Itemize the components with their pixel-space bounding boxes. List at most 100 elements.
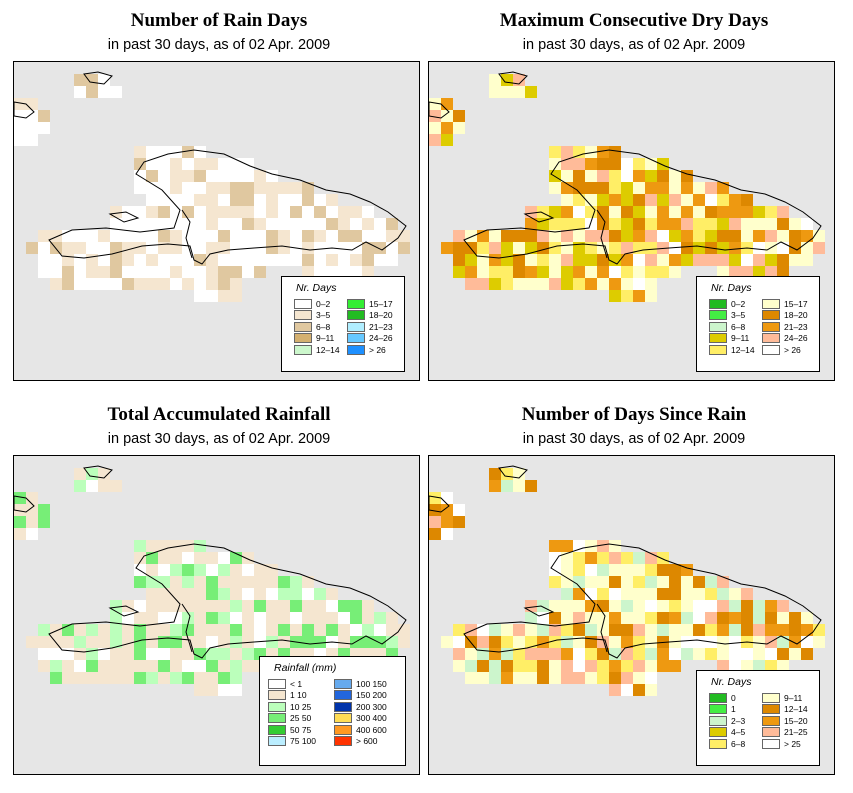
grid-cell [669, 194, 681, 206]
grid-cell [453, 230, 465, 242]
grid-cell [218, 170, 230, 182]
grid-cell [218, 266, 230, 278]
grid-cell [489, 624, 501, 636]
grid-cell [302, 206, 314, 218]
legend-label: 100 150 [356, 678, 387, 689]
grid-cell [765, 648, 777, 660]
grid-cell [705, 230, 717, 242]
grid-cell [254, 206, 266, 218]
legend-label: 25 50 [290, 713, 312, 724]
grid-cell [669, 648, 681, 660]
grid-cell [693, 636, 705, 648]
legend-label: 1 [731, 704, 736, 715]
grid-cell [326, 266, 338, 278]
country-border [181, 209, 193, 259]
grid-cell [705, 254, 717, 266]
legend-item: 15–20 [762, 715, 808, 727]
grid-cell [302, 218, 314, 230]
grid-cell [194, 266, 206, 278]
legend-swatch [268, 724, 286, 735]
grid-cell [194, 612, 206, 624]
grid-cell [218, 636, 230, 648]
grid-cell [597, 266, 609, 278]
grid-cell [242, 564, 254, 576]
legend-item: > 25 [762, 738, 808, 750]
grid-cell [182, 146, 194, 158]
grid-cell [741, 588, 753, 600]
grid-cell [134, 624, 146, 636]
grid-cell [266, 254, 278, 266]
grid-cell [314, 254, 326, 266]
grid-cell [597, 660, 609, 672]
grid-cell [501, 266, 513, 278]
grid-cell [693, 182, 705, 194]
grid-cell [633, 612, 645, 624]
grid-cell [561, 158, 573, 170]
grid-cell [158, 672, 170, 684]
grid-cell [681, 564, 693, 576]
grid-cell [134, 600, 146, 612]
legend-item: 25 50 [268, 713, 316, 725]
grid-cell [206, 278, 218, 290]
grid-cell [657, 158, 669, 170]
grid-cell [218, 648, 230, 660]
grid-cell [525, 278, 537, 290]
grid-cell [765, 624, 777, 636]
grid-cell [266, 170, 278, 182]
grid-cell [302, 576, 314, 588]
grid-cell [525, 86, 537, 98]
grid-cell [573, 612, 585, 624]
grid-cell [453, 254, 465, 266]
grid-cell [573, 266, 585, 278]
grid-cell [242, 158, 254, 170]
grid-cell [657, 230, 669, 242]
grid-cell [429, 98, 441, 110]
grid-cell [38, 254, 50, 266]
grid-cell [134, 206, 146, 218]
legend-label: 21–23 [784, 321, 808, 332]
grid-cell [609, 624, 621, 636]
grid-cell [597, 182, 609, 194]
grid-cell [14, 492, 26, 504]
grid-cell [86, 278, 98, 290]
panel-subtitle: in past 30 days, as of 02 Apr. 2009 [107, 37, 331, 53]
grid-cell [338, 242, 350, 254]
grid-cell [134, 254, 146, 266]
grid-cell [669, 564, 681, 576]
legend-item: 21–23 [762, 321, 808, 333]
grid-cell [254, 254, 266, 266]
grid-cell [633, 194, 645, 206]
legend-swatch [762, 321, 780, 332]
legend-swatch [334, 701, 352, 712]
grid-cell [50, 278, 62, 290]
grid-cell [122, 230, 134, 242]
grid-cell [741, 624, 753, 636]
grid-cell [158, 564, 170, 576]
panel-title: Total Accumulated Rainfall [107, 404, 331, 425]
grid-cell [669, 612, 681, 624]
grid-cell [98, 74, 110, 86]
grid-cell [621, 242, 633, 254]
grid-cell [170, 660, 182, 672]
legend-swatch [762, 704, 780, 715]
grid-cell [777, 660, 789, 672]
grid-cell [350, 624, 362, 636]
grid-cell [465, 660, 477, 672]
grid-cell [597, 564, 609, 576]
grid-cell [585, 194, 597, 206]
grid-cell [729, 206, 741, 218]
grid-cell [561, 552, 573, 564]
grid-cell [717, 242, 729, 254]
grid-cell [170, 552, 182, 564]
grid-cell [134, 158, 146, 170]
grid-cell [122, 242, 134, 254]
grid-cell [549, 552, 561, 564]
grid-cell [609, 266, 621, 278]
grid-cell [585, 612, 597, 624]
grid-cell [549, 182, 561, 194]
grid-cell [182, 576, 194, 588]
grid-cell [513, 468, 525, 480]
grid-cell [645, 206, 657, 218]
grid-cell [362, 206, 374, 218]
grid-cell [146, 278, 158, 290]
